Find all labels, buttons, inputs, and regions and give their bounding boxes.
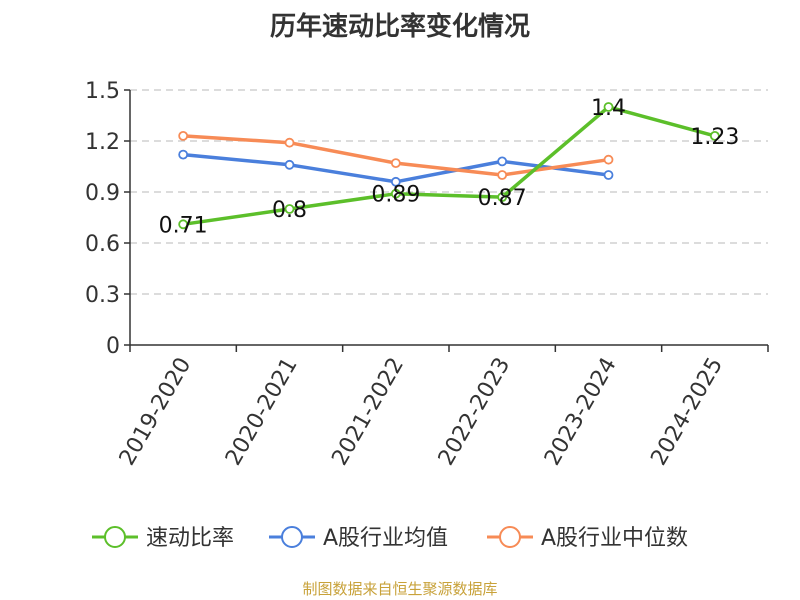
data-point	[390, 158, 401, 169]
data-point	[178, 130, 189, 141]
y-tick-label: 0	[106, 334, 120, 359]
y-tick-label: 0.9	[85, 181, 120, 206]
data-point	[603, 170, 614, 180]
legend-label: A股行业均值	[323, 526, 448, 551]
data-point	[178, 219, 189, 230]
data-point	[709, 130, 720, 141]
legend-label: 速动比率	[146, 526, 234, 551]
data-point	[284, 137, 295, 148]
data-point	[497, 192, 508, 203]
data-label: 1.4	[591, 96, 626, 121]
data-label: 0.89	[371, 183, 420, 208]
y-tick-label: 0.3	[85, 283, 120, 308]
data-point	[497, 156, 508, 167]
x-tick-label: 2019-2020	[115, 354, 197, 470]
legend-marker	[104, 526, 126, 548]
legend-marker	[499, 526, 521, 548]
x-tick-label: 2020-2021	[221, 354, 303, 470]
series-line	[183, 134, 609, 177]
data-point	[284, 204, 295, 214]
y-tick-label: 1.5	[85, 79, 120, 104]
legend-item[interactable]: 速动比率	[92, 526, 234, 551]
legend-item[interactable]: A股行业中位数	[487, 526, 688, 551]
data-labels: 0.71 0.8 0.89 0.87 1.4 1.23	[159, 96, 740, 238]
data-point	[284, 159, 295, 170]
x-tick-label: 2022-2023	[434, 353, 516, 469]
data-label: 0.71	[159, 213, 208, 238]
data-point	[390, 176, 401, 187]
data-label: 1.23	[690, 125, 739, 150]
x-tick-label: 2021-2022	[327, 354, 409, 470]
data-label: 0.8	[272, 198, 307, 223]
data-point	[178, 149, 189, 160]
data-point	[603, 154, 614, 165]
legend-item[interactable]: A股行业均值	[269, 526, 448, 551]
y-tick-label: 1.2	[85, 130, 120, 155]
legend-label: A股行业中位数	[541, 526, 688, 551]
x-tick-label: 2023-2024	[540, 354, 622, 470]
data-point	[390, 188, 401, 199]
data-point	[497, 170, 508, 180]
source-note: 制图数据来自恒生聚源数据库	[302, 580, 498, 598]
series-lines	[178, 102, 720, 230]
chart-title: 历年速动比率变化情况	[269, 12, 530, 42]
legend-marker	[281, 526, 303, 548]
data-label: 0.87	[478, 186, 527, 211]
y-tick-label: 0.6	[85, 232, 120, 257]
data-point	[603, 102, 614, 112]
x-tick-label: 2024-2025	[646, 354, 728, 470]
grid-lines	[130, 89, 768, 295]
legend: 速动比率 A股行业均值 A股行业中位数	[92, 526, 688, 551]
series-line	[182, 105, 716, 227]
